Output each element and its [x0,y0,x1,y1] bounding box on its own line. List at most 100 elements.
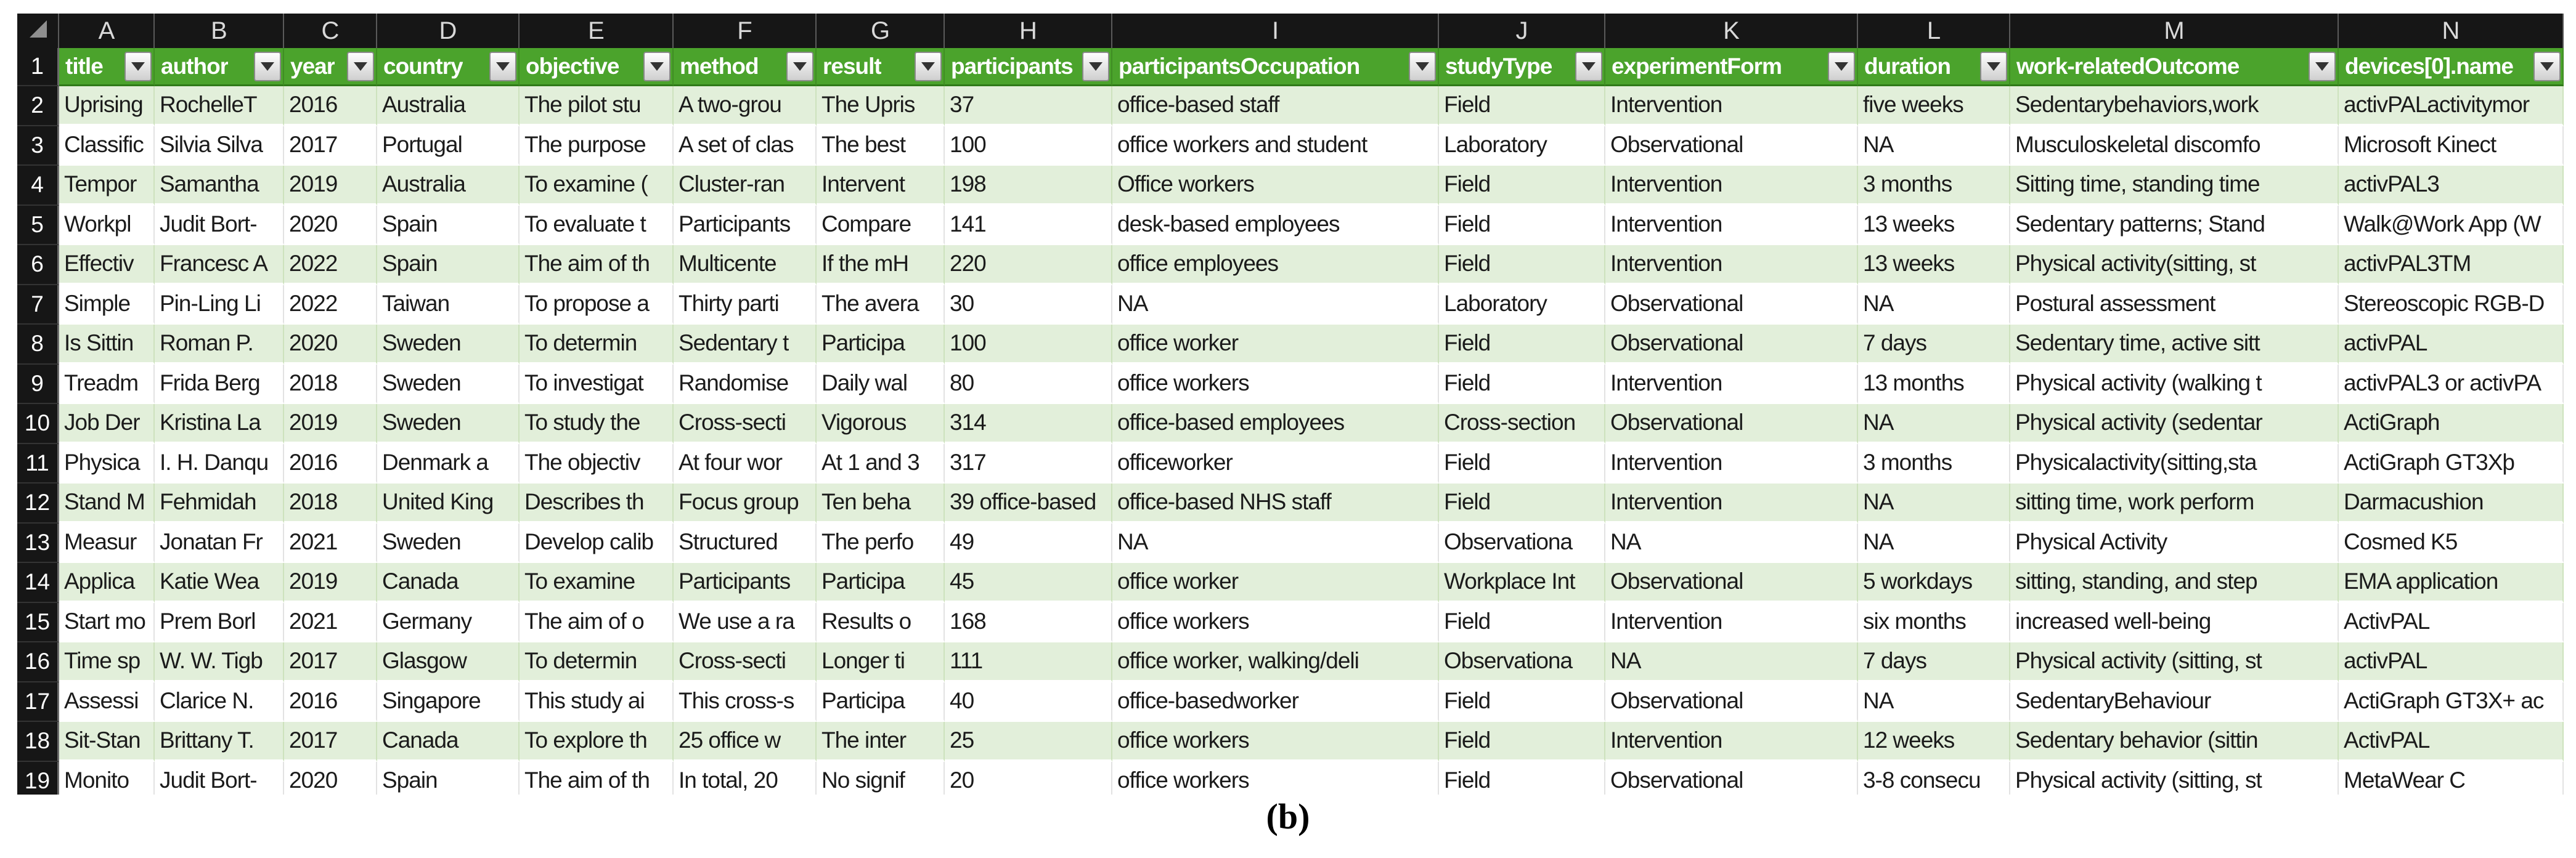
cell-C4[interactable]: 2019 [284,166,377,206]
column-letter-D[interactable]: D [377,14,520,48]
cell-M19[interactable]: Physical activity (sitting, st [2010,762,2339,795]
cell-A4[interactable]: Tempor [59,166,155,206]
cell-M8[interactable]: Sedentary time, active sitt [2010,325,2339,365]
cell-K13[interactable]: NA [1605,524,1858,564]
cell-G19[interactable]: No signif [817,762,945,795]
cell-C13[interactable]: 2021 [284,524,377,564]
cell-H19[interactable]: 20 [945,762,1112,795]
cell-L3[interactable]: NA [1858,126,2010,166]
cell-K19[interactable]: Observational [1605,762,1858,795]
cell-H16[interactable]: 111 [945,642,1112,682]
cell-N17[interactable]: ActiGraph GT3X+ ac [2339,682,2564,722]
cell-N6[interactable]: activPAL3TM [2339,245,2564,285]
cell-N3[interactable]: Microsoft Kinect [2339,126,2564,166]
column-letter-A[interactable]: A [59,14,155,48]
cell-G7[interactable]: The avera [817,285,945,325]
cell-M2[interactable]: Sedentarybehaviors,work [2010,86,2339,126]
cell-J14[interactable]: Workplace Int [1439,563,1605,603]
cell-B10[interactable]: Kristina La [155,404,284,444]
cell-A9[interactable]: Treadm [59,365,155,405]
row-number-19[interactable]: 19 [17,762,59,795]
cell-D9[interactable]: Sweden [377,365,520,405]
cell-H8[interactable]: 100 [945,325,1112,365]
cell-F8[interactable]: Sedentary t [674,325,817,365]
cell-J15[interactable]: Field [1439,603,1605,643]
cell-K9[interactable]: Intervention [1605,365,1858,405]
cell-N13[interactable]: Cosmed K5 [2339,524,2564,564]
cell-K14[interactable]: Observational [1605,563,1858,603]
cell-E14[interactable]: To examine [520,563,674,603]
cell-D2[interactable]: Australia [377,86,520,126]
cell-B9[interactable]: Frida Berg [155,365,284,405]
cell-M10[interactable]: Physical activity (sedentar [2010,404,2339,444]
cell-I2[interactable]: office-based staff [1112,86,1439,126]
cell-I17[interactable]: office-basedworker [1112,682,1439,722]
cell-L16[interactable]: 7 days [1858,642,2010,682]
cell-J2[interactable]: Field [1439,86,1605,126]
cell-D17[interactable]: Singapore [377,682,520,722]
cell-N16[interactable]: activPAL [2339,642,2564,682]
row-number-5[interactable]: 5 [17,206,59,246]
cell-G2[interactable]: The Upris [817,86,945,126]
cell-K12[interactable]: Intervention [1605,484,1858,524]
header-cell-devices[0].name[interactable]: devices[0].name [2339,48,2564,86]
cell-G15[interactable]: Results o [817,603,945,643]
cell-E17[interactable]: This study ai [520,682,674,722]
cell-L7[interactable]: NA [1858,285,2010,325]
row-number-6[interactable]: 6 [17,245,59,285]
cell-D6[interactable]: Spain [377,245,520,285]
cell-L12[interactable]: NA [1858,484,2010,524]
row-number-10[interactable]: 10 [17,404,59,444]
cell-H4[interactable]: 198 [945,166,1112,206]
cell-F14[interactable]: Participants [674,563,817,603]
cell-H2[interactable]: 37 [945,86,1112,126]
cell-J11[interactable]: Field [1439,444,1605,484]
cell-D8[interactable]: Sweden [377,325,520,365]
cell-M14[interactable]: sitting, standing, and step [2010,563,2339,603]
cell-J3[interactable]: Laboratory [1439,126,1605,166]
row-number-17[interactable]: 17 [17,682,59,722]
cell-I12[interactable]: office-based NHS staff [1112,484,1439,524]
cell-J13[interactable]: Observationa [1439,524,1605,564]
cell-K5[interactable]: Intervention [1605,206,1858,246]
column-letter-I[interactable]: I [1112,14,1439,48]
cell-F16[interactable]: Cross-secti [674,642,817,682]
cell-D15[interactable]: Germany [377,603,520,643]
cell-G6[interactable]: If the mH [817,245,945,285]
cell-G18[interactable]: The inter [817,722,945,762]
cell-I4[interactable]: Office workers [1112,166,1439,206]
cell-H5[interactable]: 141 [945,206,1112,246]
column-letter-C[interactable]: C [284,14,377,48]
cell-E13[interactable]: Develop calib [520,524,674,564]
cell-D5[interactable]: Spain [377,206,520,246]
cell-B12[interactable]: Fehmidah [155,484,284,524]
cell-G8[interactable]: Participa [817,325,945,365]
row-number-2[interactable]: 2 [17,86,59,126]
cell-B13[interactable]: Jonatan Fr [155,524,284,564]
filter-button-year[interactable] [347,52,374,81]
select-all-corner[interactable] [17,14,59,48]
cell-E7[interactable]: To propose a [520,285,674,325]
cell-J19[interactable]: Field [1439,762,1605,795]
cell-K10[interactable]: Observational [1605,404,1858,444]
cell-I14[interactable]: office worker [1112,563,1439,603]
cell-E12[interactable]: Describes th [520,484,674,524]
filter-button-result[interactable] [915,52,942,81]
cell-C14[interactable]: 2019 [284,563,377,603]
cell-N11[interactable]: ActiGraph GT3Xþ [2339,444,2564,484]
cell-F2[interactable]: A two-grou [674,86,817,126]
filter-button-work-relatedOutcome[interactable] [2309,52,2336,81]
cell-E11[interactable]: The objectiv [520,444,674,484]
cell-D4[interactable]: Australia [377,166,520,206]
cell-A2[interactable]: Uprising [59,86,155,126]
cell-K11[interactable]: Intervention [1605,444,1858,484]
cell-H9[interactable]: 80 [945,365,1112,405]
cell-M11[interactable]: Physicalactivity(sitting,sta [2010,444,2339,484]
filter-button-participantsOccupation[interactable] [1409,52,1436,81]
cell-G10[interactable]: Vigorous [817,404,945,444]
cell-J18[interactable]: Field [1439,722,1605,762]
cell-L4[interactable]: 3 months [1858,166,2010,206]
cell-F13[interactable]: Structured [674,524,817,564]
cell-M3[interactable]: Musculoskeletal discomfo [2010,126,2339,166]
column-letter-M[interactable]: M [2010,14,2339,48]
